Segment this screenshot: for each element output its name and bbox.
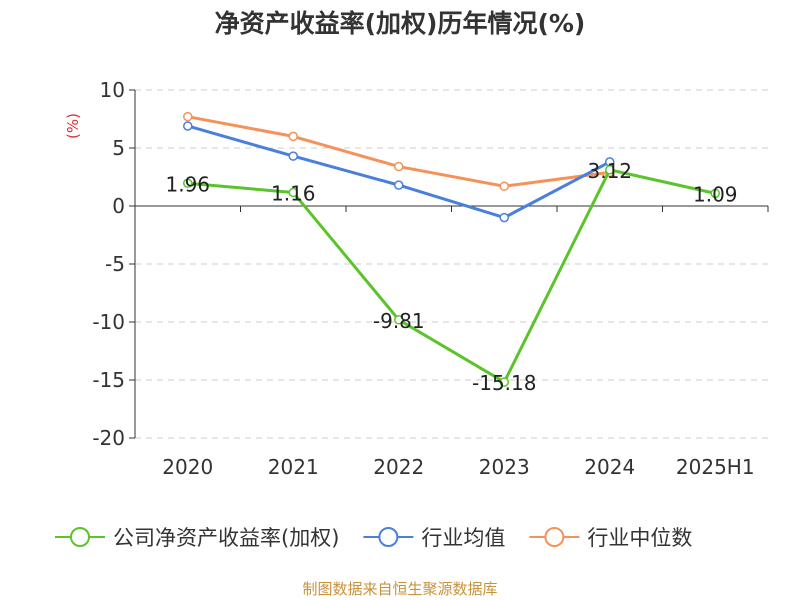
series: [183, 111, 720, 387]
series-line: [187, 124, 611, 220]
series-point: [183, 178, 193, 189]
series-point: [288, 151, 298, 161]
y-tick-label: -15: [92, 368, 125, 392]
series-point: [394, 315, 404, 325]
y-tick-label: 10: [100, 78, 125, 102]
series-point: [288, 131, 298, 142]
legend-swatch-marker: [544, 527, 565, 547]
legend-label: 公司净资产收益率(加权): [113, 526, 339, 550]
series-point: [394, 180, 404, 190]
data-label: 1.96: [165, 172, 210, 196]
y-tick-label: -5: [105, 252, 125, 276]
data-label: 1.16: [271, 182, 316, 206]
x-tick-label: 2020: [162, 455, 213, 479]
data-label: -15.18: [472, 371, 536, 395]
data-label: 1.09: [693, 182, 738, 206]
legend-swatch-marker: [70, 527, 90, 547]
legend-label: 行业中位数: [587, 526, 692, 550]
series-point: [183, 121, 193, 131]
series-point: [499, 212, 509, 223]
chart-title: 净资产收益率(加权)历年情况(%): [214, 9, 586, 38]
source-note: 制图数据来自恒生聚源数据库: [302, 580, 498, 598]
y-tick-label: 0: [112, 194, 125, 218]
x-tick-label: 2025H1: [676, 455, 755, 479]
x-tick-label: 2021: [268, 455, 319, 479]
series-point: [499, 377, 509, 387]
legend: 公司净资产收益率(加权) 行业均值 行业中位数: [55, 526, 692, 550]
y-tick-label: -10: [92, 310, 125, 334]
series-line: [187, 168, 716, 384]
axes: 10 5 0 -5 -10 -15 -20 2020 2021 2022 2023 2024 2025H…: [92, 78, 769, 479]
series-point: [288, 187, 298, 198]
series-line: [187, 115, 610, 188]
data-labels: 1.96 1.16 -9.81 -15.18 3.12 1.09: [165, 159, 737, 395]
y-tick-label: -20: [92, 426, 125, 450]
x-tick-label: 2023: [479, 455, 530, 479]
legend-label: 行业均值: [421, 526, 505, 550]
y-tick-label: 5: [112, 136, 125, 160]
data-label: -9.81: [373, 309, 425, 333]
series-point: [183, 111, 193, 122]
y-axis-unit-label: (%): [64, 113, 82, 139]
legend-swatch-marker: [378, 527, 399, 547]
x-tick-label: 2022: [373, 455, 424, 479]
grid-lines: [135, 89, 768, 439]
series-point: [710, 188, 720, 199]
series-point: [499, 181, 509, 192]
data-label: 3.12: [587, 159, 632, 183]
series-point: [394, 161, 404, 172]
x-tick-label: 2024: [584, 455, 635, 479]
series-point: [605, 165, 615, 175]
